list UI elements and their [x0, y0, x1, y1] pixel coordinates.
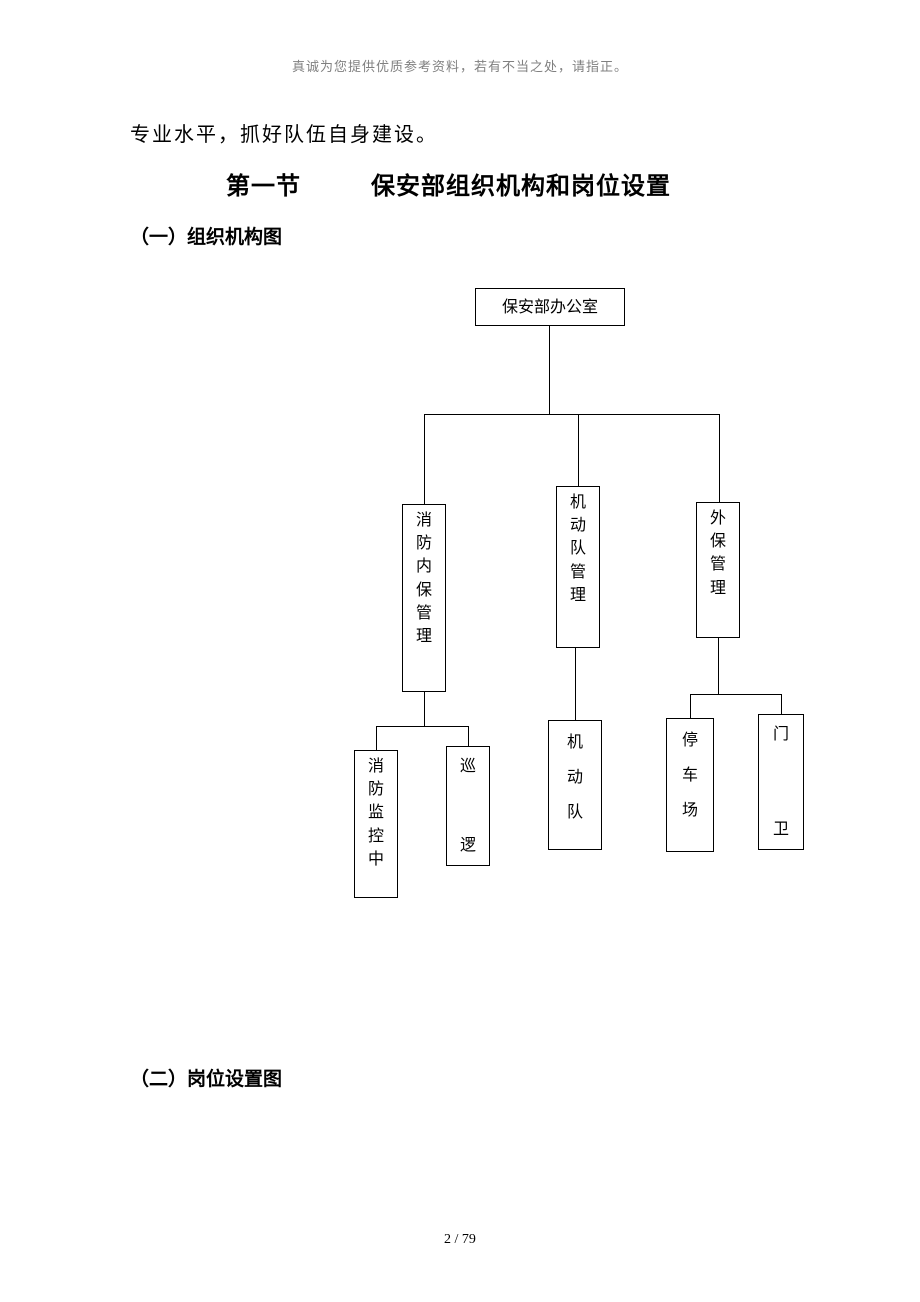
- section-title: 第一节 保安部组织机构和岗位设置: [226, 166, 671, 201]
- subheading-1: （一）组织机构图: [130, 222, 282, 249]
- org-node-n2a: 机动队: [548, 720, 602, 850]
- header-note: 真诚为您提供优质参考资料，若有不当之处，请指正。: [0, 56, 920, 75]
- org-edge: [578, 414, 579, 486]
- org-node-n3: 外保管理: [696, 502, 740, 638]
- org-node-n3b: 门卫: [758, 714, 804, 850]
- org-chart: 保安部办公室消防内保管理 机动队管理 外保管理消防监控中 巡逻 机动队 停车场门卫: [130, 288, 830, 908]
- section-heading: 保安部组织机构和岗位设置: [371, 174, 671, 200]
- page-number: 2 / 79: [0, 1232, 920, 1248]
- org-edge: [424, 692, 425, 726]
- org-edge: [468, 726, 469, 746]
- org-edge: [718, 638, 719, 694]
- org-edge: [781, 694, 782, 714]
- org-node-root: 保安部办公室: [475, 288, 625, 326]
- org-edge: [376, 726, 468, 727]
- org-edge: [424, 414, 425, 504]
- org-edge: [719, 414, 720, 502]
- org-edge: [690, 694, 781, 695]
- body-line: 专业水平，抓好队伍自身建设。: [130, 118, 438, 147]
- org-node-n1: 消防内保管理: [402, 504, 446, 692]
- org-edge: [376, 726, 377, 750]
- org-node-n1b: 巡逻: [446, 746, 490, 866]
- org-edge: [690, 694, 691, 718]
- subheading-2: （二）岗位设置图: [130, 1064, 282, 1091]
- org-edge: [424, 414, 719, 415]
- section-prefix: 第一节: [226, 174, 301, 200]
- org-node-n1a: 消防监控中: [354, 750, 398, 898]
- org-node-n3a: 停车场: [666, 718, 714, 852]
- org-node-n2: 机动队管理: [556, 486, 600, 648]
- org-edge: [549, 326, 550, 414]
- org-edge: [575, 648, 576, 720]
